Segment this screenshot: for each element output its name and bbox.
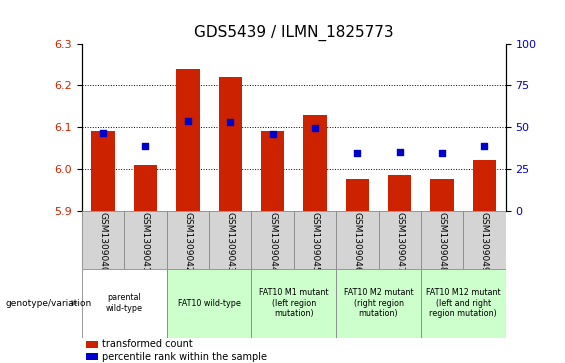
Text: percentile rank within the sample: percentile rank within the sample: [102, 352, 267, 362]
Bar: [86, 340, 98, 348]
Text: GSM1309040: GSM1309040: [99, 212, 107, 273]
Point: [396, 149, 405, 155]
Text: GSM1309046: GSM1309046: [353, 212, 362, 273]
Bar: [92, 131, 115, 211]
Bar: [336, 269, 421, 338]
Text: FAT10 M1 mutant
(left region
mutation): FAT10 M1 mutant (left region mutation): [259, 288, 329, 318]
Bar: [379, 211, 421, 269]
Bar: [336, 211, 379, 269]
Point: [141, 143, 150, 149]
Point: [353, 150, 362, 156]
Bar: [346, 179, 369, 211]
Text: GSM1309047: GSM1309047: [396, 212, 404, 273]
Text: GSM1309043: GSM1309043: [226, 212, 234, 273]
Bar: [261, 131, 284, 211]
Text: GSM1309042: GSM1309042: [184, 212, 192, 273]
Bar: [176, 69, 199, 211]
Bar: [431, 179, 454, 211]
Bar: [167, 269, 251, 338]
Point: [480, 143, 489, 149]
Bar: [82, 269, 167, 338]
Bar: [294, 211, 336, 269]
Bar: [124, 211, 167, 269]
Text: GSM1309044: GSM1309044: [268, 212, 277, 273]
Point: [183, 118, 192, 124]
Text: GSM1309048: GSM1309048: [438, 212, 446, 273]
Text: FAT10 M12 mutant
(left and right
region mutation): FAT10 M12 mutant (left and right region …: [426, 288, 501, 318]
Bar: [251, 269, 336, 338]
Bar: [303, 115, 327, 211]
Point: [98, 130, 107, 136]
Point: [268, 131, 277, 137]
Point: [311, 125, 320, 131]
Point: [437, 150, 446, 156]
Bar: [219, 77, 242, 211]
Bar: [421, 269, 506, 338]
Text: GSM1309041: GSM1309041: [141, 212, 150, 273]
Bar: [134, 165, 157, 211]
Point: [226, 119, 235, 125]
Text: transformed count: transformed count: [102, 339, 193, 349]
Bar: [209, 211, 251, 269]
Bar: [167, 211, 209, 269]
Text: GSM1309049: GSM1309049: [480, 212, 489, 273]
Bar: [388, 175, 411, 211]
Title: GDS5439 / ILMN_1825773: GDS5439 / ILMN_1825773: [194, 25, 394, 41]
Bar: [463, 211, 506, 269]
Text: GSM1309045: GSM1309045: [311, 212, 319, 273]
Text: parental
wild-type: parental wild-type: [106, 293, 143, 313]
Text: FAT10 wild-type: FAT10 wild-type: [177, 299, 241, 307]
Text: FAT10 M2 mutant
(right region
mutation): FAT10 M2 mutant (right region mutation): [344, 288, 414, 318]
Bar: [86, 353, 98, 360]
Bar: [82, 211, 124, 269]
Bar: [421, 211, 463, 269]
Bar: [251, 211, 294, 269]
Text: genotype/variation: genotype/variation: [6, 299, 92, 307]
Bar: [473, 160, 496, 211]
